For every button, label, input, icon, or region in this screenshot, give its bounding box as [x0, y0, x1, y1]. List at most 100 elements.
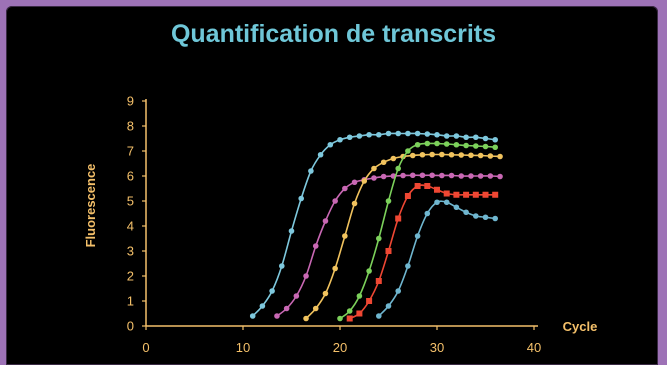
data-point	[429, 172, 435, 179]
data-point	[482, 135, 489, 142]
data-point	[312, 305, 319, 312]
data-point	[385, 248, 392, 254]
data-point	[492, 215, 499, 222]
data-point	[395, 165, 402, 172]
data-point	[356, 133, 363, 139]
data-point	[473, 213, 479, 219]
data-point	[439, 151, 445, 158]
data-point	[371, 165, 377, 172]
data-point	[351, 179, 358, 186]
data-point	[342, 185, 348, 192]
series-4	[337, 140, 499, 322]
data-point	[317, 151, 324, 158]
data-point	[453, 133, 460, 139]
y-tick-label: 9	[127, 94, 134, 109]
series-line	[349, 184, 496, 320]
data-point	[303, 273, 309, 279]
y-tick-label: 1	[127, 294, 134, 309]
data-point	[274, 313, 280, 319]
data-point	[409, 172, 416, 179]
series-1	[249, 130, 499, 319]
series-line	[339, 142, 496, 320]
chart-frame	[6, 6, 658, 365]
x-tick-label: 30	[430, 340, 444, 355]
data-point	[453, 141, 460, 148]
data-point	[366, 298, 373, 304]
y-tick-label: 4	[127, 219, 134, 234]
y-axis-label: Fluorescence	[83, 164, 98, 248]
data-point	[332, 265, 338, 272]
y-tick-label: 8	[127, 119, 134, 134]
data-point	[443, 141, 450, 147]
data-point	[375, 278, 382, 284]
data-point	[424, 131, 431, 137]
data-point	[351, 200, 358, 207]
data-point	[492, 136, 499, 143]
data-point	[332, 198, 338, 204]
data-point	[414, 183, 421, 189]
data-point	[356, 310, 363, 317]
data-point	[434, 199, 440, 206]
series-5	[346, 183, 499, 322]
data-point	[473, 143, 479, 149]
data-point	[448, 172, 455, 179]
data-point	[249, 313, 256, 319]
data-point	[395, 288, 402, 294]
data-point	[443, 190, 450, 197]
data-point	[492, 191, 499, 198]
series-layer	[249, 130, 503, 322]
data-point	[424, 210, 431, 217]
data-point	[385, 198, 392, 204]
series-6	[376, 199, 499, 319]
data-point	[414, 130, 421, 137]
data-point	[414, 141, 421, 148]
data-point	[361, 178, 368, 184]
data-point	[434, 140, 440, 147]
data-point	[390, 155, 397, 162]
data-point	[458, 152, 465, 158]
data-point	[366, 131, 372, 138]
data-point	[492, 144, 499, 151]
data-point	[322, 218, 329, 224]
data-point	[463, 209, 469, 216]
chart-title: Quantification de transcrits	[170, 20, 497, 48]
data-point	[298, 195, 305, 202]
data-point	[303, 315, 309, 322]
data-point	[487, 173, 494, 179]
chart-axes: 0 1 2 3 4 5 6 7 8 9 0 10 20 30 40	[127, 94, 541, 356]
data-point	[346, 308, 353, 314]
y-tick-label: 0	[127, 319, 134, 334]
data-point	[342, 233, 348, 239]
data-point	[269, 288, 275, 294]
x-tick-label: 10	[236, 340, 250, 355]
data-point	[473, 134, 479, 141]
data-point	[400, 172, 406, 179]
data-point	[453, 204, 460, 211]
data-point	[439, 172, 445, 179]
data-point	[405, 148, 411, 154]
data-point	[463, 142, 469, 149]
data-point	[405, 263, 411, 269]
data-point	[482, 143, 489, 150]
data-point	[308, 168, 314, 174]
series-3	[303, 151, 503, 322]
data-point	[463, 134, 469, 141]
series-line	[252, 132, 496, 317]
data-point	[497, 153, 503, 160]
data-point	[327, 141, 334, 148]
data-point	[322, 290, 329, 297]
data-point	[395, 215, 402, 222]
data-point	[468, 173, 474, 179]
y-tick-label: 6	[127, 169, 134, 184]
data-point	[448, 151, 455, 158]
data-point	[443, 199, 450, 206]
data-point	[409, 152, 416, 159]
data-point	[395, 130, 402, 137]
data-point	[385, 130, 392, 137]
data-point	[443, 133, 450, 139]
data-point	[429, 151, 435, 158]
data-point	[482, 191, 489, 198]
data-point	[380, 159, 387, 166]
x-tick-label: 40	[527, 340, 541, 355]
